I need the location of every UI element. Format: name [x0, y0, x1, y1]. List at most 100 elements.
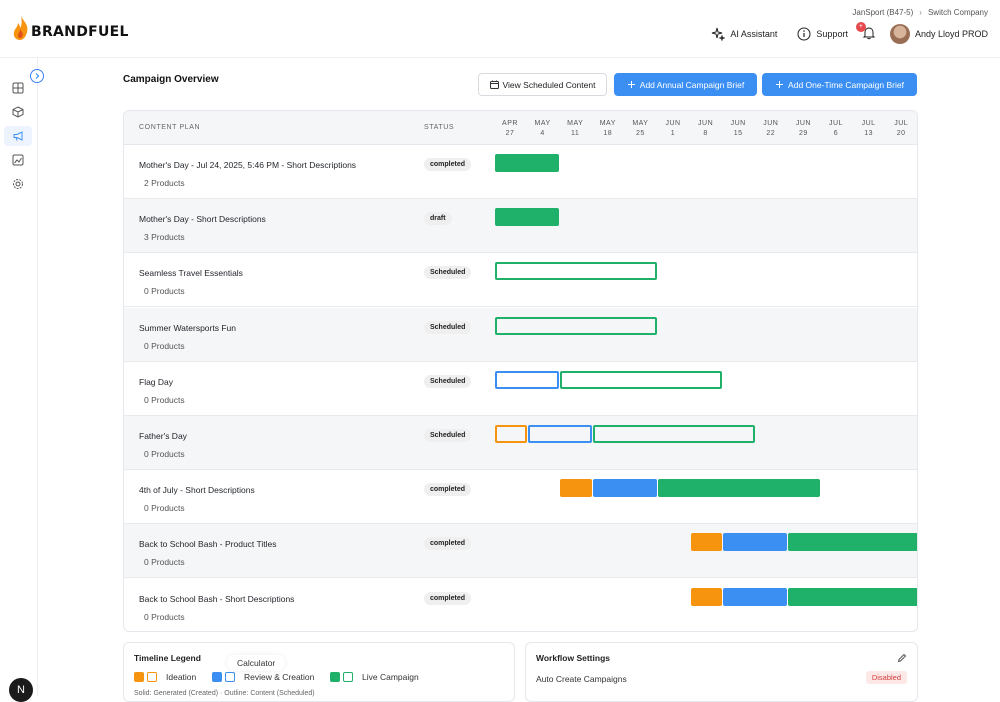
brand-logo[interactable]: BRANDFUEL: [12, 15, 129, 41]
week-month: JUL: [861, 120, 876, 127]
support-button[interactable]: Support: [797, 27, 848, 41]
week-month: JUN: [665, 120, 681, 127]
top-bar: BRANDFUEL JanSport (B47-5) › Switch Comp…: [0, 0, 1000, 58]
add-annual-brief-button[interactable]: Add Annual Campaign Brief: [614, 73, 757, 96]
auto-create-status-badge[interactable]: Disabled: [865, 671, 907, 684]
week-month: MAY: [599, 120, 616, 127]
status-badge: Scheduled: [424, 374, 472, 388]
timeline-bar-live[interactable]: [495, 316, 657, 335]
timeline-bar-live[interactable]: [560, 370, 723, 389]
sidebar-collapse-button[interactable]: [30, 69, 44, 83]
timeline-bar-ideation[interactable]: [560, 479, 592, 498]
week-month: JUL: [894, 120, 909, 127]
timeline-week-label: JUN 15: [723, 119, 753, 139]
table-row[interactable]: Back to School Bash - Short Descriptions…: [124, 579, 917, 631]
table-row[interactable]: Flag Day 0 Products Scheduled: [124, 362, 917, 416]
product-count: 0 Products: [144, 557, 185, 568]
sidebar-item-dashboard[interactable]: [4, 78, 32, 98]
campaign-name[interactable]: Back to School Bash - Product Titles: [139, 539, 277, 550]
sidebar-item-assets[interactable]: [4, 150, 32, 170]
table-row[interactable]: 4th of July - Short Descriptions 0 Produc…: [124, 470, 917, 525]
campaign-name[interactable]: Flag Day: [139, 376, 174, 387]
sidebar-item-campaigns[interactable]: [4, 126, 32, 146]
campaign-name[interactable]: Summer Watersports Fun: [139, 322, 236, 333]
add-one-time-brief-button[interactable]: Add One-Time Campaign Brief: [762, 73, 917, 96]
grid-icon: [12, 82, 24, 94]
campaign-name[interactable]: Father's Day: [139, 431, 187, 441]
legend-item-live: Live Campaign: [330, 672, 419, 682]
table-row[interactable]: Back to School Bash - Product Titles 0 Pr…: [124, 524, 917, 579]
timeline-bar-ideation[interactable]: [495, 425, 527, 443]
view-scheduled-label: View Scheduled Content: [502, 79, 596, 90]
avatar[interactable]: [889, 24, 910, 44]
timeline-bar-live[interactable]: [788, 587, 917, 606]
legend-swatch-outline: [147, 672, 157, 682]
status-badge: completed: [424, 537, 472, 551]
timeline-bar-live[interactable]: [788, 533, 917, 552]
week-day: 22: [766, 130, 776, 137]
table-row[interactable]: Mother's Day - Short Descriptions 3 Produ…: [124, 199, 917, 254]
week-month: APR: [502, 120, 518, 127]
campaign-name[interactable]: Back to School Bash - Short Descriptions: [139, 593, 295, 604]
notifications-button[interactable]: +: [855, 22, 876, 42]
timeline-bar-ideation[interactable]: [690, 533, 723, 552]
view-scheduled-button[interactable]: View Scheduled Content: [478, 73, 607, 96]
legend-swatch-solid: [212, 672, 222, 682]
timeline-week-label: APR 27: [495, 119, 525, 139]
campaign-name[interactable]: Mother's Day - Short Descriptions: [139, 214, 266, 225]
week-day: 4: [540, 130, 545, 137]
timeline-bar-review[interactable]: [495, 370, 560, 389]
notification-badge: +: [855, 22, 866, 32]
campaign-name[interactable]: 4th of July - Short Descriptions: [139, 485, 255, 496]
product-count: 2 Products: [144, 178, 185, 188]
sidebar-item-settings[interactable]: [4, 174, 32, 194]
timeline-bar-live[interactable]: [495, 208, 560, 227]
product-count: 0 Products: [144, 503, 185, 514]
timeline-bar-review[interactable]: [723, 587, 788, 606]
table-row[interactable]: Seamless Travel Essentials 0 Products Sche…: [124, 253, 917, 308]
product-count: 0 Products: [144, 340, 185, 351]
ai-assistant-button[interactable]: AI Assistant: [711, 27, 777, 41]
week-day: 11: [571, 130, 580, 137]
week-month: MAY: [567, 120, 584, 127]
timeline-bar-live[interactable]: [495, 262, 657, 281]
pencil-icon[interactable]: [897, 653, 907, 663]
week-month: JUN: [698, 120, 714, 127]
info-icon: [797, 27, 811, 41]
page-title: Campaign Overview: [123, 74, 219, 85]
timeline-bar-review[interactable]: [527, 425, 592, 443]
status-badge: completed: [424, 591, 472, 605]
dev-badge[interactable]: N: [9, 678, 33, 702]
user-name[interactable]: Andy Lloyd PROD: [914, 29, 988, 39]
table-row[interactable]: Mother's Day - Jul 24, 2025, 5:46 PM - S…: [124, 145, 917, 199]
timeline-week-label: JUN 22: [756, 119, 786, 139]
week-day: 6: [833, 130, 839, 137]
status-badge: Scheduled: [424, 266, 472, 280]
campaign-timeline: CONTENT PLAN STATUS APR 27 MAY 4 MAY 11 MAY 18 M…: [123, 110, 918, 632]
product-count: 0 Products: [144, 394, 185, 405]
status-badge: Scheduled: [424, 320, 472, 334]
week-day: 18: [603, 130, 613, 137]
timeline-bar-live[interactable]: [658, 479, 820, 498]
campaign-name[interactable]: Seamless Travel Essentials: [139, 268, 243, 279]
timeline-bar-live[interactable]: [592, 425, 755, 443]
legend-title: Timeline Legend: [134, 653, 201, 663]
timeline-week-label: JUN 29: [788, 119, 818, 139]
timeline-bar-live[interactable]: [495, 154, 560, 172]
status-header: STATUS: [424, 124, 455, 131]
table-row[interactable]: Father's Day 0 Products Scheduled: [124, 416, 917, 470]
table-row[interactable]: Summer Watersports Fun 0 Products Schedule…: [124, 307, 917, 362]
sidebar-item-products[interactable]: [4, 102, 32, 122]
support-label: Support: [816, 29, 848, 39]
chevron-right-icon: ›: [919, 8, 922, 17]
timeline-week-label: MAY 11: [560, 119, 590, 139]
timeline-week-label: MAY 25: [625, 119, 655, 139]
campaign-name[interactable]: Mother's Day - Jul 24, 2025, 5:46 PM - S…: [139, 160, 357, 170]
timeline-week-label: JUN 8: [691, 119, 721, 139]
week-day: 29: [798, 130, 808, 137]
timeline-bar-ideation[interactable]: [690, 587, 723, 606]
timeline-bar-review[interactable]: [723, 533, 788, 552]
switch-company-link[interactable]: Switch Company: [927, 8, 988, 17]
timeline-bar-review[interactable]: [592, 479, 657, 498]
workflow-settings: Workflow Settings Auto Create Campaigns …: [525, 642, 918, 702]
